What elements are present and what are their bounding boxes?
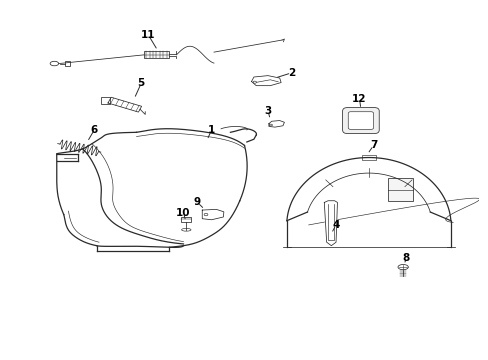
Bar bbox=[64, 62, 70, 66]
Bar bbox=[181, 217, 191, 222]
Ellipse shape bbox=[253, 81, 256, 83]
Text: 10: 10 bbox=[176, 208, 190, 218]
Polygon shape bbox=[324, 201, 337, 246]
Text: 2: 2 bbox=[287, 68, 294, 78]
Text: 9: 9 bbox=[194, 198, 201, 207]
Polygon shape bbox=[202, 210, 224, 220]
Text: 11: 11 bbox=[141, 30, 155, 40]
Text: 4: 4 bbox=[332, 220, 339, 230]
Text: 7: 7 bbox=[369, 140, 377, 150]
Bar bbox=[143, 51, 169, 58]
Ellipse shape bbox=[203, 213, 207, 216]
Bar bbox=[387, 178, 413, 201]
Text: 1: 1 bbox=[207, 125, 215, 135]
Text: 8: 8 bbox=[402, 253, 409, 263]
Ellipse shape bbox=[181, 228, 191, 231]
Ellipse shape bbox=[268, 124, 272, 126]
Text: 3: 3 bbox=[264, 106, 271, 116]
Ellipse shape bbox=[50, 61, 59, 66]
Polygon shape bbox=[251, 76, 281, 86]
Text: 12: 12 bbox=[351, 94, 366, 104]
Bar bbox=[361, 155, 375, 160]
Text: 5: 5 bbox=[137, 78, 144, 88]
FancyBboxPatch shape bbox=[347, 112, 373, 129]
FancyBboxPatch shape bbox=[342, 108, 379, 134]
Text: 6: 6 bbox=[90, 125, 98, 135]
FancyBboxPatch shape bbox=[101, 97, 110, 104]
Ellipse shape bbox=[397, 265, 407, 270]
